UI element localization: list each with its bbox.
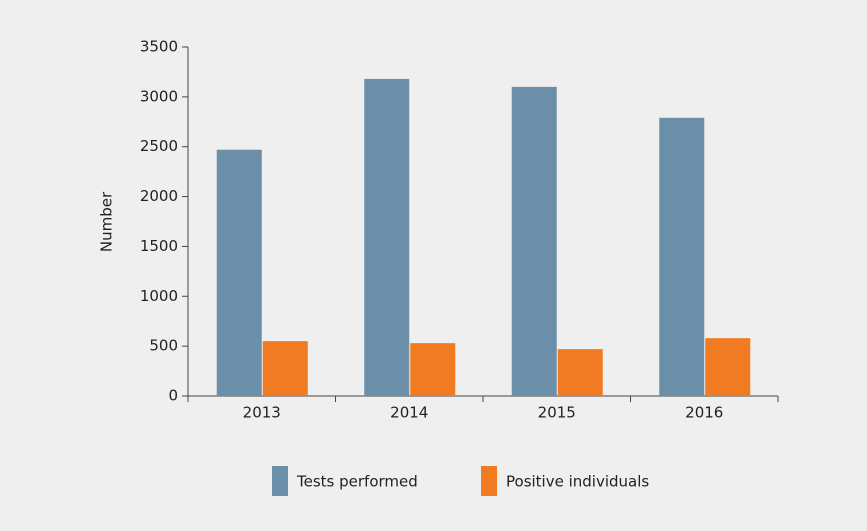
x-tick-label: 2015 bbox=[538, 404, 576, 422]
x-tick-label: 2016 bbox=[685, 404, 723, 422]
y-tick-label: 2000 bbox=[140, 187, 178, 205]
bar bbox=[705, 338, 751, 396]
y-tick-label: 3500 bbox=[140, 38, 178, 56]
bar bbox=[511, 86, 557, 396]
y-tick-label: 500 bbox=[149, 337, 178, 355]
y-tick-label: 1500 bbox=[140, 237, 178, 255]
y-tick-label: 3000 bbox=[140, 87, 178, 105]
bar bbox=[410, 343, 456, 396]
bar bbox=[557, 349, 603, 396]
y-tick-label: 1000 bbox=[140, 287, 178, 305]
legend-label: Tests performed bbox=[296, 473, 418, 491]
bar bbox=[262, 341, 308, 396]
bar bbox=[216, 149, 262, 396]
legend-swatch bbox=[272, 466, 288, 496]
y-tick-label: 0 bbox=[168, 387, 178, 405]
x-tick-label: 2013 bbox=[243, 404, 281, 422]
bar bbox=[364, 78, 410, 396]
y-axis-label: Number bbox=[98, 191, 116, 252]
legend-swatch bbox=[481, 466, 497, 496]
y-tick-label: 2500 bbox=[140, 137, 178, 155]
bar bbox=[659, 117, 705, 396]
x-tick-label: 2014 bbox=[390, 404, 428, 422]
legend-label: Positive individuals bbox=[506, 473, 649, 491]
